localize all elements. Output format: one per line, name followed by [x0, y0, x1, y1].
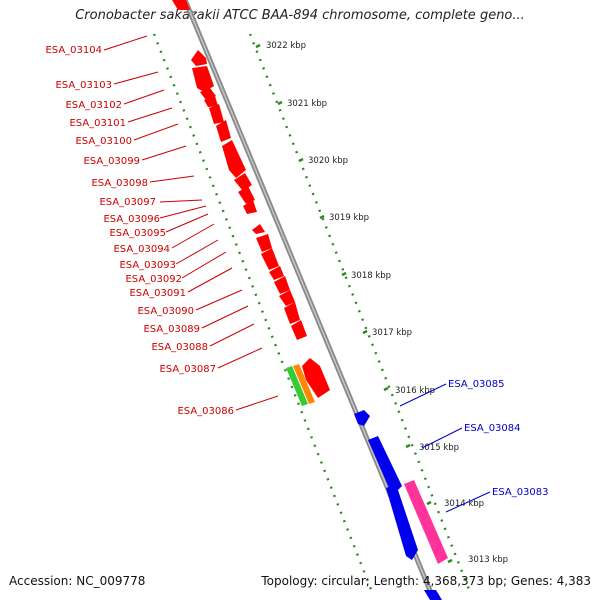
kbp-label: 3021 kbp [287, 99, 327, 109]
outer-tick-track [248, 33, 472, 593]
gene-arrow-partial-bottom [424, 590, 442, 600]
gene-label: ESA_03088 [151, 342, 208, 353]
gene-arrow-esa-03089 [279, 290, 295, 306]
gene-label: ESA_03094 [113, 244, 170, 255]
gene-label: ESA_03104 [45, 45, 102, 56]
gene-arrow-esa-03099 [216, 120, 231, 142]
major-ticks [255, 43, 453, 564]
kbp-label: 3016 kbp [395, 386, 435, 396]
reverse-gene-labels: ESA_03085 ESA_03084 ESA_03083 [448, 379, 549, 498]
kbp-label: 3022 kbp [266, 41, 306, 51]
kbp-label: 3019 kbp [329, 213, 369, 223]
gene-label: ESA_03102 [65, 100, 122, 111]
gene-label: ESA_03083 [492, 487, 549, 498]
gene-arrow-esa-03098 [222, 140, 246, 178]
gene-arrow-esa-03096 [238, 186, 255, 204]
gene-label: ESA_03084 [464, 423, 521, 434]
gene-label: ESA_03101 [69, 118, 126, 129]
gene-label: ESA_03099 [83, 156, 140, 167]
gene-arrow-esa-03101 [204, 96, 218, 107]
gene-label: ESA_03093 [119, 260, 176, 271]
gene-label: ESA_03086 [177, 406, 234, 417]
gene-label: ESA_03087 [159, 364, 216, 375]
gene-label: ESA_03090 [137, 306, 194, 317]
kbp-label: 3013 kbp [468, 555, 508, 565]
kbp-label: 3015 kbp [419, 443, 459, 453]
gene-arrow-esa-03093 [256, 234, 272, 252]
kbp-label: 3017 kbp [372, 328, 412, 338]
forward-gene-labels: ESA_03104 ESA_03103 ESA_03102 ESA_03101 … [45, 45, 234, 417]
gene-arrow-esa-03088 [284, 302, 300, 324]
gene-arrow-esa-03084 [368, 436, 402, 492]
gene-arrow-esa-03095 [243, 200, 257, 214]
accession-label: Accession: NC_009778 [9, 574, 146, 588]
gene-label: ESA_03085 [448, 379, 505, 390]
gene-label: ESA_03089 [143, 324, 200, 335]
gene-bar-green [286, 366, 308, 406]
reverse-leader-lines [399, 383, 491, 513]
gene-label: ESA_03095 [109, 228, 166, 239]
gene-label: ESA_03096 [103, 214, 160, 225]
gene-arrow-esa-03104 [191, 50, 207, 66]
reverse-genes [354, 410, 418, 560]
forward-leader-lines [103, 35, 279, 411]
gene-arrow-esa-03090 [274, 276, 290, 294]
gene-arrow-esa-03083 [386, 484, 418, 560]
inner-tick-track [152, 33, 374, 593]
gene-arrow-esa-03086-a [302, 358, 330, 398]
topology-label: Topology: circular; Length: 4,368,373 bp… [261, 574, 591, 588]
gene-label: ESA_03097 [99, 197, 156, 208]
gene-arrow-esa-03100 [209, 104, 224, 124]
gene-label: ESA_03100 [75, 136, 132, 147]
kbp-label: 3018 kbp [351, 271, 391, 281]
gene-arrow-esa-03094 [252, 224, 265, 234]
gene-label: ESA_03098 [91, 178, 148, 189]
forward-genes [191, 50, 330, 398]
gene-arrow-partial-top [172, 0, 190, 10]
gene-arrow-esa-03092 [261, 248, 279, 270]
gene-arrow-esa-03085 [354, 410, 370, 426]
gene-arrow-esa-03102 [200, 88, 216, 100]
gene-arrow-esa-03091 [269, 266, 284, 280]
gene-label: ESA_03103 [55, 80, 112, 91]
gene-arrow-esa-03103 [192, 66, 214, 92]
gene-arrow-esa-03087 [291, 320, 307, 340]
gene-bar-orange [293, 364, 315, 404]
gene-bar-pink [404, 480, 448, 564]
kbp-label: 3020 kbp [308, 156, 348, 166]
gene-label: ESA_03091 [129, 288, 186, 299]
gene-label: ESA_03092 [125, 274, 182, 285]
